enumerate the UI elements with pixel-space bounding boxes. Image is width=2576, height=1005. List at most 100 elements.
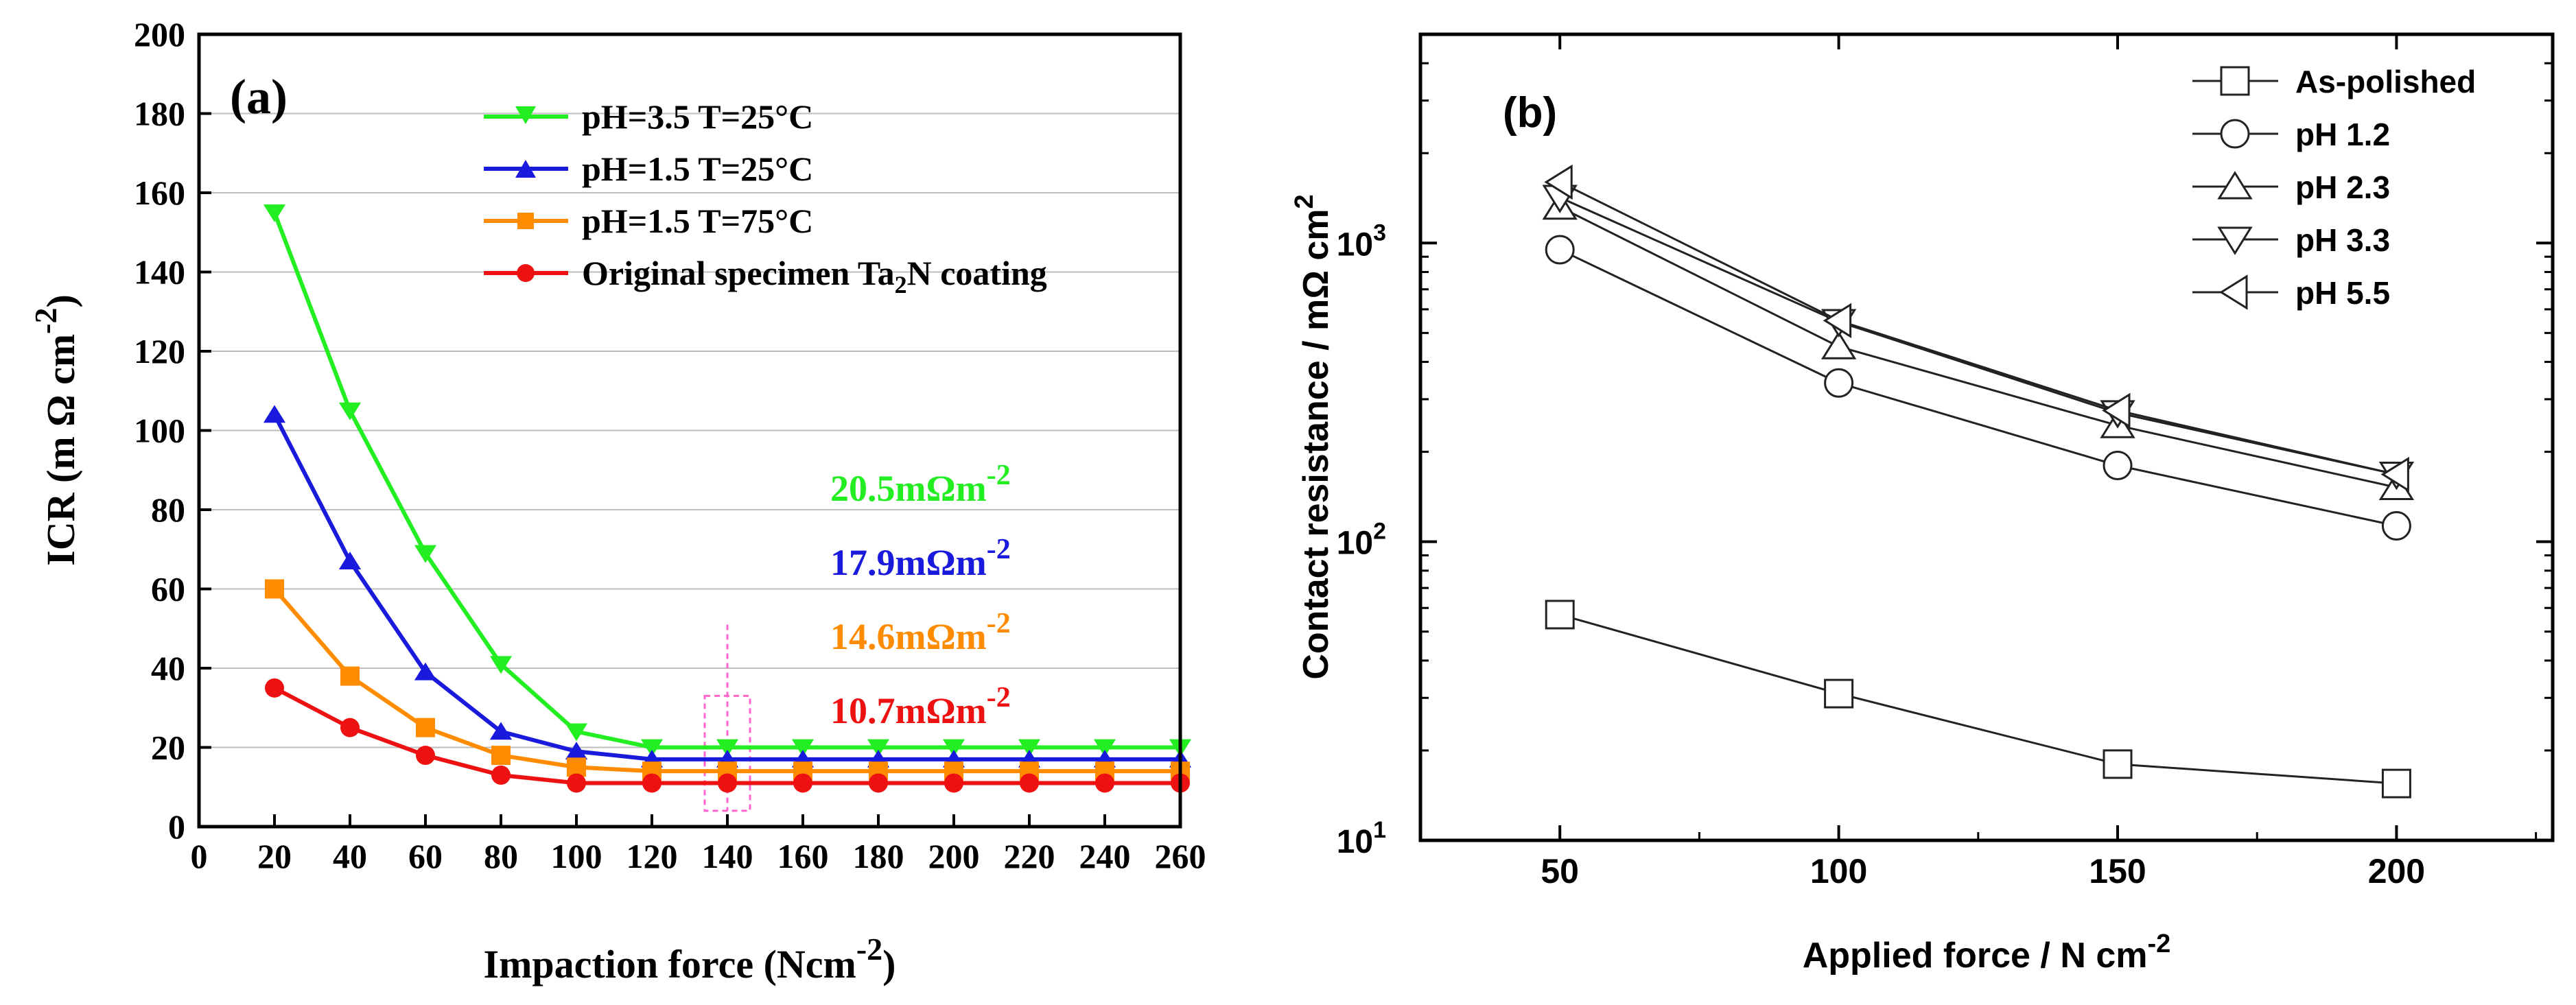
annotation-orange: 14.6mΩm-2: [830, 608, 1011, 657]
y-tick-label: 100: [134, 412, 185, 450]
legend-label: As-polished: [2295, 64, 2476, 99]
y-tick-label: 20: [151, 729, 185, 767]
x-axis-title-exponent: -2: [856, 932, 882, 967]
y-tick-label: 102: [1337, 519, 1386, 562]
y-axis-title: ICR (m Ω cm-2): [28, 294, 83, 566]
data-point: [340, 718, 360, 737]
data-point: [1544, 164, 1573, 200]
annotation-green-exp: -2: [987, 460, 1011, 491]
legend-marker-4: [517, 264, 535, 282]
y-tick-label: 60: [151, 570, 185, 608]
x-tick-label: 240: [1079, 837, 1131, 875]
data-point: [340, 666, 360, 686]
data-point: [265, 678, 284, 698]
data-point: [565, 742, 588, 760]
legend-item-4: pH 3.3: [2192, 222, 2390, 258]
legend-label-4-pre: Original specimen Ta: [582, 254, 895, 292]
y-axis-title-exponent: 2: [1290, 194, 1319, 209]
y-axis-title-exponent: -2: [28, 308, 63, 334]
y-tick-label: 103: [1337, 220, 1386, 263]
series-1: [1545, 600, 2411, 799]
annotation-blue-exp: -2: [987, 534, 1011, 565]
y-tick-label: 140: [134, 253, 185, 292]
series-4: [265, 678, 1190, 793]
x-tick-label: 0: [191, 837, 208, 875]
legend-label-4-post: N coating: [907, 254, 1047, 292]
data-point: [1095, 773, 1114, 793]
legend-item-2: pH 1.2: [2192, 117, 2390, 152]
data-point: [793, 773, 812, 793]
x-tick-label: 200: [928, 837, 980, 875]
x-tick-label: 200: [2368, 852, 2425, 890]
data-point: [1545, 235, 1575, 265]
data-point: [1020, 773, 1039, 793]
data-point: [567, 773, 586, 793]
y-axis-title-text: ICR (m Ω cm: [38, 334, 83, 566]
data-point: [565, 723, 588, 742]
annotation-blue-text: 17.9mΩm: [830, 542, 987, 583]
y-tick-label: 120: [134, 332, 185, 370]
series-1: [263, 204, 1192, 757]
legend-item-1: pH=3.5 T=25°C: [484, 97, 813, 136]
x-tick-label: 40: [333, 837, 367, 875]
data-point: [338, 402, 362, 421]
data-point: [942, 739, 965, 757]
data-point: [2102, 392, 2131, 429]
x-tick-label: 140: [702, 837, 753, 875]
y-tick-base: 10: [1337, 525, 1373, 562]
x-axis-title: Impaction force (Ncm-2): [484, 932, 896, 986]
legend: As-polished pH 1.2 pH 2.3 pH 3.3 pH 5.5: [2192, 64, 2476, 311]
legend-label-3: pH=1.5 T=75°C: [582, 202, 813, 240]
x-tick-label: 180: [853, 837, 904, 875]
data-point: [414, 545, 437, 563]
x-tick-label: 120: [627, 837, 678, 875]
data-point: [716, 739, 739, 757]
data-point: [265, 579, 284, 599]
series-group: [1542, 164, 2415, 799]
series-line: [1559, 248, 2397, 528]
legend-marker: [2220, 66, 2250, 96]
annotation-blue: 17.9mΩm-2: [830, 534, 1011, 583]
legend-item-5: pH 5.5: [2192, 274, 2390, 311]
legend-item-1: As-polished: [2192, 64, 2476, 99]
data-point: [263, 405, 286, 423]
data-point: [2103, 451, 2133, 481]
series-line: [1559, 181, 2397, 476]
x-tick-label: 220: [1004, 837, 1055, 875]
annotation-orange-text: 14.6mΩm: [830, 616, 987, 657]
x-axis-ticks: 0 20 40 60 80 100 120 140 160 180 200 220 240 260: [191, 814, 1206, 875]
x-axis-ticks: 50 100 150 200: [1541, 34, 2538, 890]
legend-marker-2: [515, 160, 536, 178]
data-point: [2381, 511, 2411, 541]
y-axis-title-text: Contact resistance / mΩ cm: [1296, 209, 1336, 679]
series-line: [1559, 206, 2397, 488]
annotation-green-text: 20.5mΩm: [830, 468, 987, 509]
annotation-green: 20.5mΩm-2: [830, 460, 1011, 509]
x-axis-title-exponent: -2: [2147, 930, 2170, 958]
annotation-red-exp: -2: [987, 682, 1011, 713]
y-tick-label: 0: [168, 807, 185, 846]
legend-marker: [2219, 274, 2248, 310]
legend-label-1: pH=3.5 T=25°C: [582, 97, 813, 136]
data-point: [414, 662, 437, 681]
plot-frame: [1418, 32, 2555, 842]
legend: pH=3.5 T=25°C pH=1.5 T=25°C pH=1.5 T=75°…: [484, 97, 1047, 298]
data-point: [263, 204, 286, 222]
data-point: [1824, 368, 1854, 398]
panel-label-b: (b): [1503, 89, 1557, 137]
y-axis-title: Contact resistance / mΩ cm2: [1290, 194, 1336, 679]
data-point: [1824, 678, 1854, 709]
y-tick-base: 10: [1337, 226, 1373, 263]
data-point: [2381, 768, 2411, 799]
x-tick-label: 160: [777, 837, 829, 875]
x-tick-label: 150: [2089, 852, 2146, 890]
y-tick-label: 160: [134, 174, 185, 212]
x-axis-title: Applied force / N cm-2: [1803, 930, 2171, 976]
legend-item-2: pH=1.5 T=25°C: [484, 150, 813, 188]
legend-marker: [2220, 119, 2250, 149]
x-tick-label: 100: [1810, 852, 1867, 890]
data-point: [642, 773, 661, 793]
legend-label: pH 5.5: [2295, 275, 2390, 311]
legend-item-3: pH 2.3: [2192, 169, 2390, 205]
data-point: [869, 773, 888, 793]
